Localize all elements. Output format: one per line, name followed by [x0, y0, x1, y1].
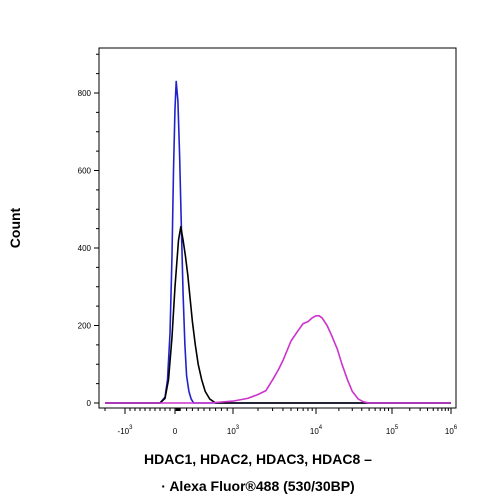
series-line-3	[105, 315, 451, 404]
y-tick-label: 600	[78, 167, 92, 176]
y-tick-label: 400	[78, 244, 92, 253]
series-line-2	[105, 225, 451, 404]
series-layer	[105, 80, 451, 404]
series-line-1	[105, 80, 451, 404]
x-tick-label: 0	[173, 427, 178, 436]
x-tick-label: 103	[227, 425, 240, 436]
y-tick-label: 0	[87, 399, 92, 408]
y-tick-label: 200	[78, 322, 92, 331]
x-tick-label: 105	[386, 425, 399, 436]
x-axis-title-line1: HDAC1, HDAC2, HDAC3, HDAC8 –	[144, 451, 372, 467]
x-tick-label: 104	[310, 425, 323, 436]
x-tick-label: -103	[118, 425, 134, 436]
x-axis-ticks: -103 0 103 104 105 106	[104, 408, 458, 436]
x-axis-title-line2: · Alexa Fluor®488 (530/30BP)	[161, 478, 354, 494]
x-tick-label: 106	[445, 425, 458, 436]
y-axis-title: Count	[7, 207, 23, 248]
y-tick-label: 800	[78, 89, 92, 98]
plot-frame	[98, 47, 457, 409]
y-axis-ticks: 0 200 400 600 800	[78, 53, 99, 408]
